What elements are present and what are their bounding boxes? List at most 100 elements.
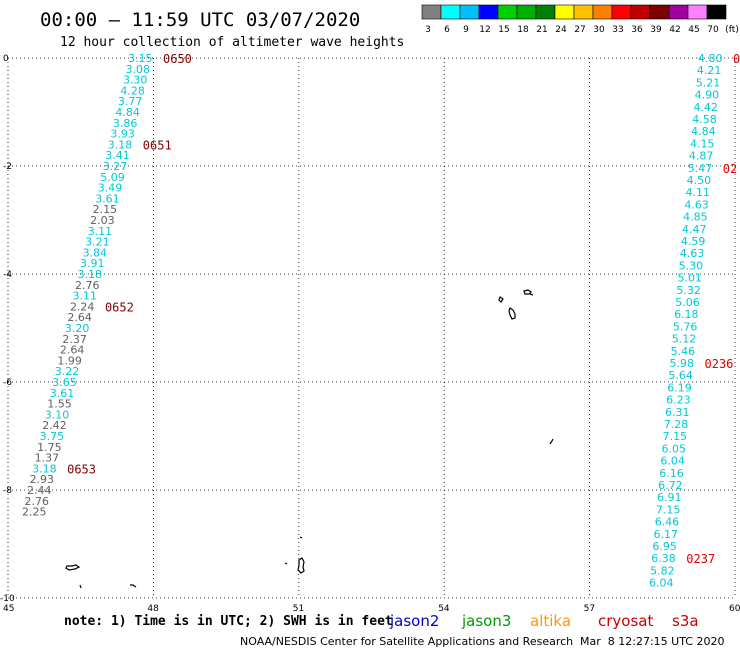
swh-value: 3.18 xyxy=(32,462,57,475)
timestamp-text: Mar 8 12:27:15 UTC 2020 xyxy=(580,635,724,648)
map-subtitle: 12 hour collection of altimeter wave hei… xyxy=(60,35,404,50)
swh-value: 3.18 xyxy=(78,268,103,281)
swh-value: 6.04 xyxy=(660,455,685,468)
swh-value: 6.72 xyxy=(658,479,683,492)
right-track-times: 0 02 0236 0237 xyxy=(686,52,740,566)
swh-value: 5.46 xyxy=(671,345,696,358)
swh-value: 4.63 xyxy=(684,198,709,211)
swh-value: 6.95 xyxy=(652,540,677,553)
legend-swatch xyxy=(592,4,613,20)
swh-value: 4.80 xyxy=(698,52,723,65)
swh-value: 5.30 xyxy=(679,259,704,272)
lon-tick-label: 57 xyxy=(584,604,595,614)
swh-value: 6.18 xyxy=(674,308,699,321)
lat-tick-label: -4 xyxy=(3,270,12,280)
legend-label: 39 xyxy=(650,25,662,35)
legend-label: 9 xyxy=(463,25,469,35)
left-track-values: 3.153.083.304.283.774.843.863.933.183.41… xyxy=(22,52,153,519)
legend-swatch xyxy=(535,4,556,20)
legend-label: 15 xyxy=(498,25,509,35)
swh-value: 5.76 xyxy=(673,320,698,333)
credit-text: NOAA/NESDIS Center for Satellite Applica… xyxy=(240,635,573,648)
swh-value: 2.44 xyxy=(27,484,52,497)
swh-value: 3.10 xyxy=(45,408,70,421)
swh-value: 5.09 xyxy=(100,171,125,184)
swh-value: 2.24 xyxy=(70,300,95,313)
satellite-legend: jason2 jason3 altika cryosat s3a xyxy=(389,612,699,630)
track-time-label: 0651 xyxy=(143,138,172,152)
track-time-label: 0237 xyxy=(686,552,715,566)
satellite-name: s3a xyxy=(672,612,699,630)
swh-value: 4.50 xyxy=(687,174,712,187)
swh-value: 5.64 xyxy=(668,369,693,382)
lon-tick-label: 45 xyxy=(3,604,14,614)
satellite-name: jason2 xyxy=(389,612,439,630)
swh-value: 3.61 xyxy=(95,192,120,205)
lon-tick-label: 48 xyxy=(147,604,159,614)
track-time-label: 0650 xyxy=(163,52,192,66)
satellite-name: altika xyxy=(530,612,571,630)
swh-value: 3.11 xyxy=(88,225,113,238)
swh-value: 4.84 xyxy=(691,125,716,138)
swh-value: 3.41 xyxy=(105,149,129,162)
swh-value: 4.87 xyxy=(689,150,714,163)
swh-value: 3.20 xyxy=(65,322,90,335)
legend-label: 45 xyxy=(688,25,699,35)
swh-value: 6.23 xyxy=(666,394,691,407)
legend-swatch xyxy=(421,4,442,20)
legend-label: 30 xyxy=(593,25,605,35)
swh-value: 2.76 xyxy=(75,279,100,292)
island-outline xyxy=(65,564,81,571)
swh-value: 5.82 xyxy=(650,564,675,577)
swh-value: 6.17 xyxy=(654,528,679,541)
swh-value: 5.12 xyxy=(672,333,697,346)
swh-value: 3.65 xyxy=(52,376,77,389)
swh-value: 2.64 xyxy=(67,311,92,324)
track-time-label: 0652 xyxy=(105,300,134,314)
left-track-times: 0650 0651 0652 0653 xyxy=(67,52,192,476)
legend-swatch xyxy=(554,4,575,20)
color-legend: 3 6 9 12 15 18 21 24 27 30 33 36 39 42 45 70 (ft) xyxy=(421,4,739,35)
island-outline xyxy=(297,557,305,574)
swh-value: 2.15 xyxy=(93,203,118,216)
swh-value: 4.84 xyxy=(115,106,140,119)
island-outline xyxy=(508,307,516,320)
legend-swatch xyxy=(497,4,518,20)
legend-label: 6 xyxy=(444,25,450,35)
swh-value: 6.91 xyxy=(657,491,682,504)
legend-label: 33 xyxy=(612,25,623,35)
island-coastlines xyxy=(65,289,554,589)
legend-swatch xyxy=(630,4,651,20)
swh-value: 4.21 xyxy=(697,64,722,77)
swh-value: 3.11 xyxy=(72,290,97,303)
lat-tick-label: 0 xyxy=(3,54,9,64)
swh-value: 1.75 xyxy=(37,441,62,454)
swh-value: 5.32 xyxy=(676,284,701,297)
swh-value: 6.16 xyxy=(659,467,684,480)
map-title: 00:00 – 11:59 UTC 03/07/2020 xyxy=(40,9,360,31)
swh-value: 3.86 xyxy=(113,117,138,130)
legend-label: 3 xyxy=(425,25,431,35)
swh-value: 3.08 xyxy=(125,63,150,76)
note-text: note: 1) Time is in UTC; 2) SWH is in fe… xyxy=(64,614,393,629)
swh-value: 2.76 xyxy=(25,495,50,508)
swh-value: 5.47 xyxy=(688,162,713,175)
swh-value: 7.15 xyxy=(656,503,681,516)
swh-value: 5.01 xyxy=(677,272,702,285)
legend-swatch xyxy=(611,4,632,20)
swh-value: 6.19 xyxy=(667,381,692,394)
swh-value: 3.18 xyxy=(108,138,133,151)
swh-value: 7.28 xyxy=(664,418,689,431)
satellite-name: cryosat xyxy=(598,612,653,630)
island-outline xyxy=(284,562,288,565)
swh-value: 3.22 xyxy=(55,365,80,378)
legend-swatch xyxy=(459,4,480,20)
swh-value: 3.49 xyxy=(98,182,123,195)
legend-label: (ft) xyxy=(725,25,739,35)
swh-value: 2.37 xyxy=(62,333,87,346)
swh-value: 2.64 xyxy=(60,344,85,357)
track-time-label: 02 xyxy=(723,162,737,176)
right-track-values: 4.804.215.214.904.424.584.844.154.875.47… xyxy=(649,52,723,590)
